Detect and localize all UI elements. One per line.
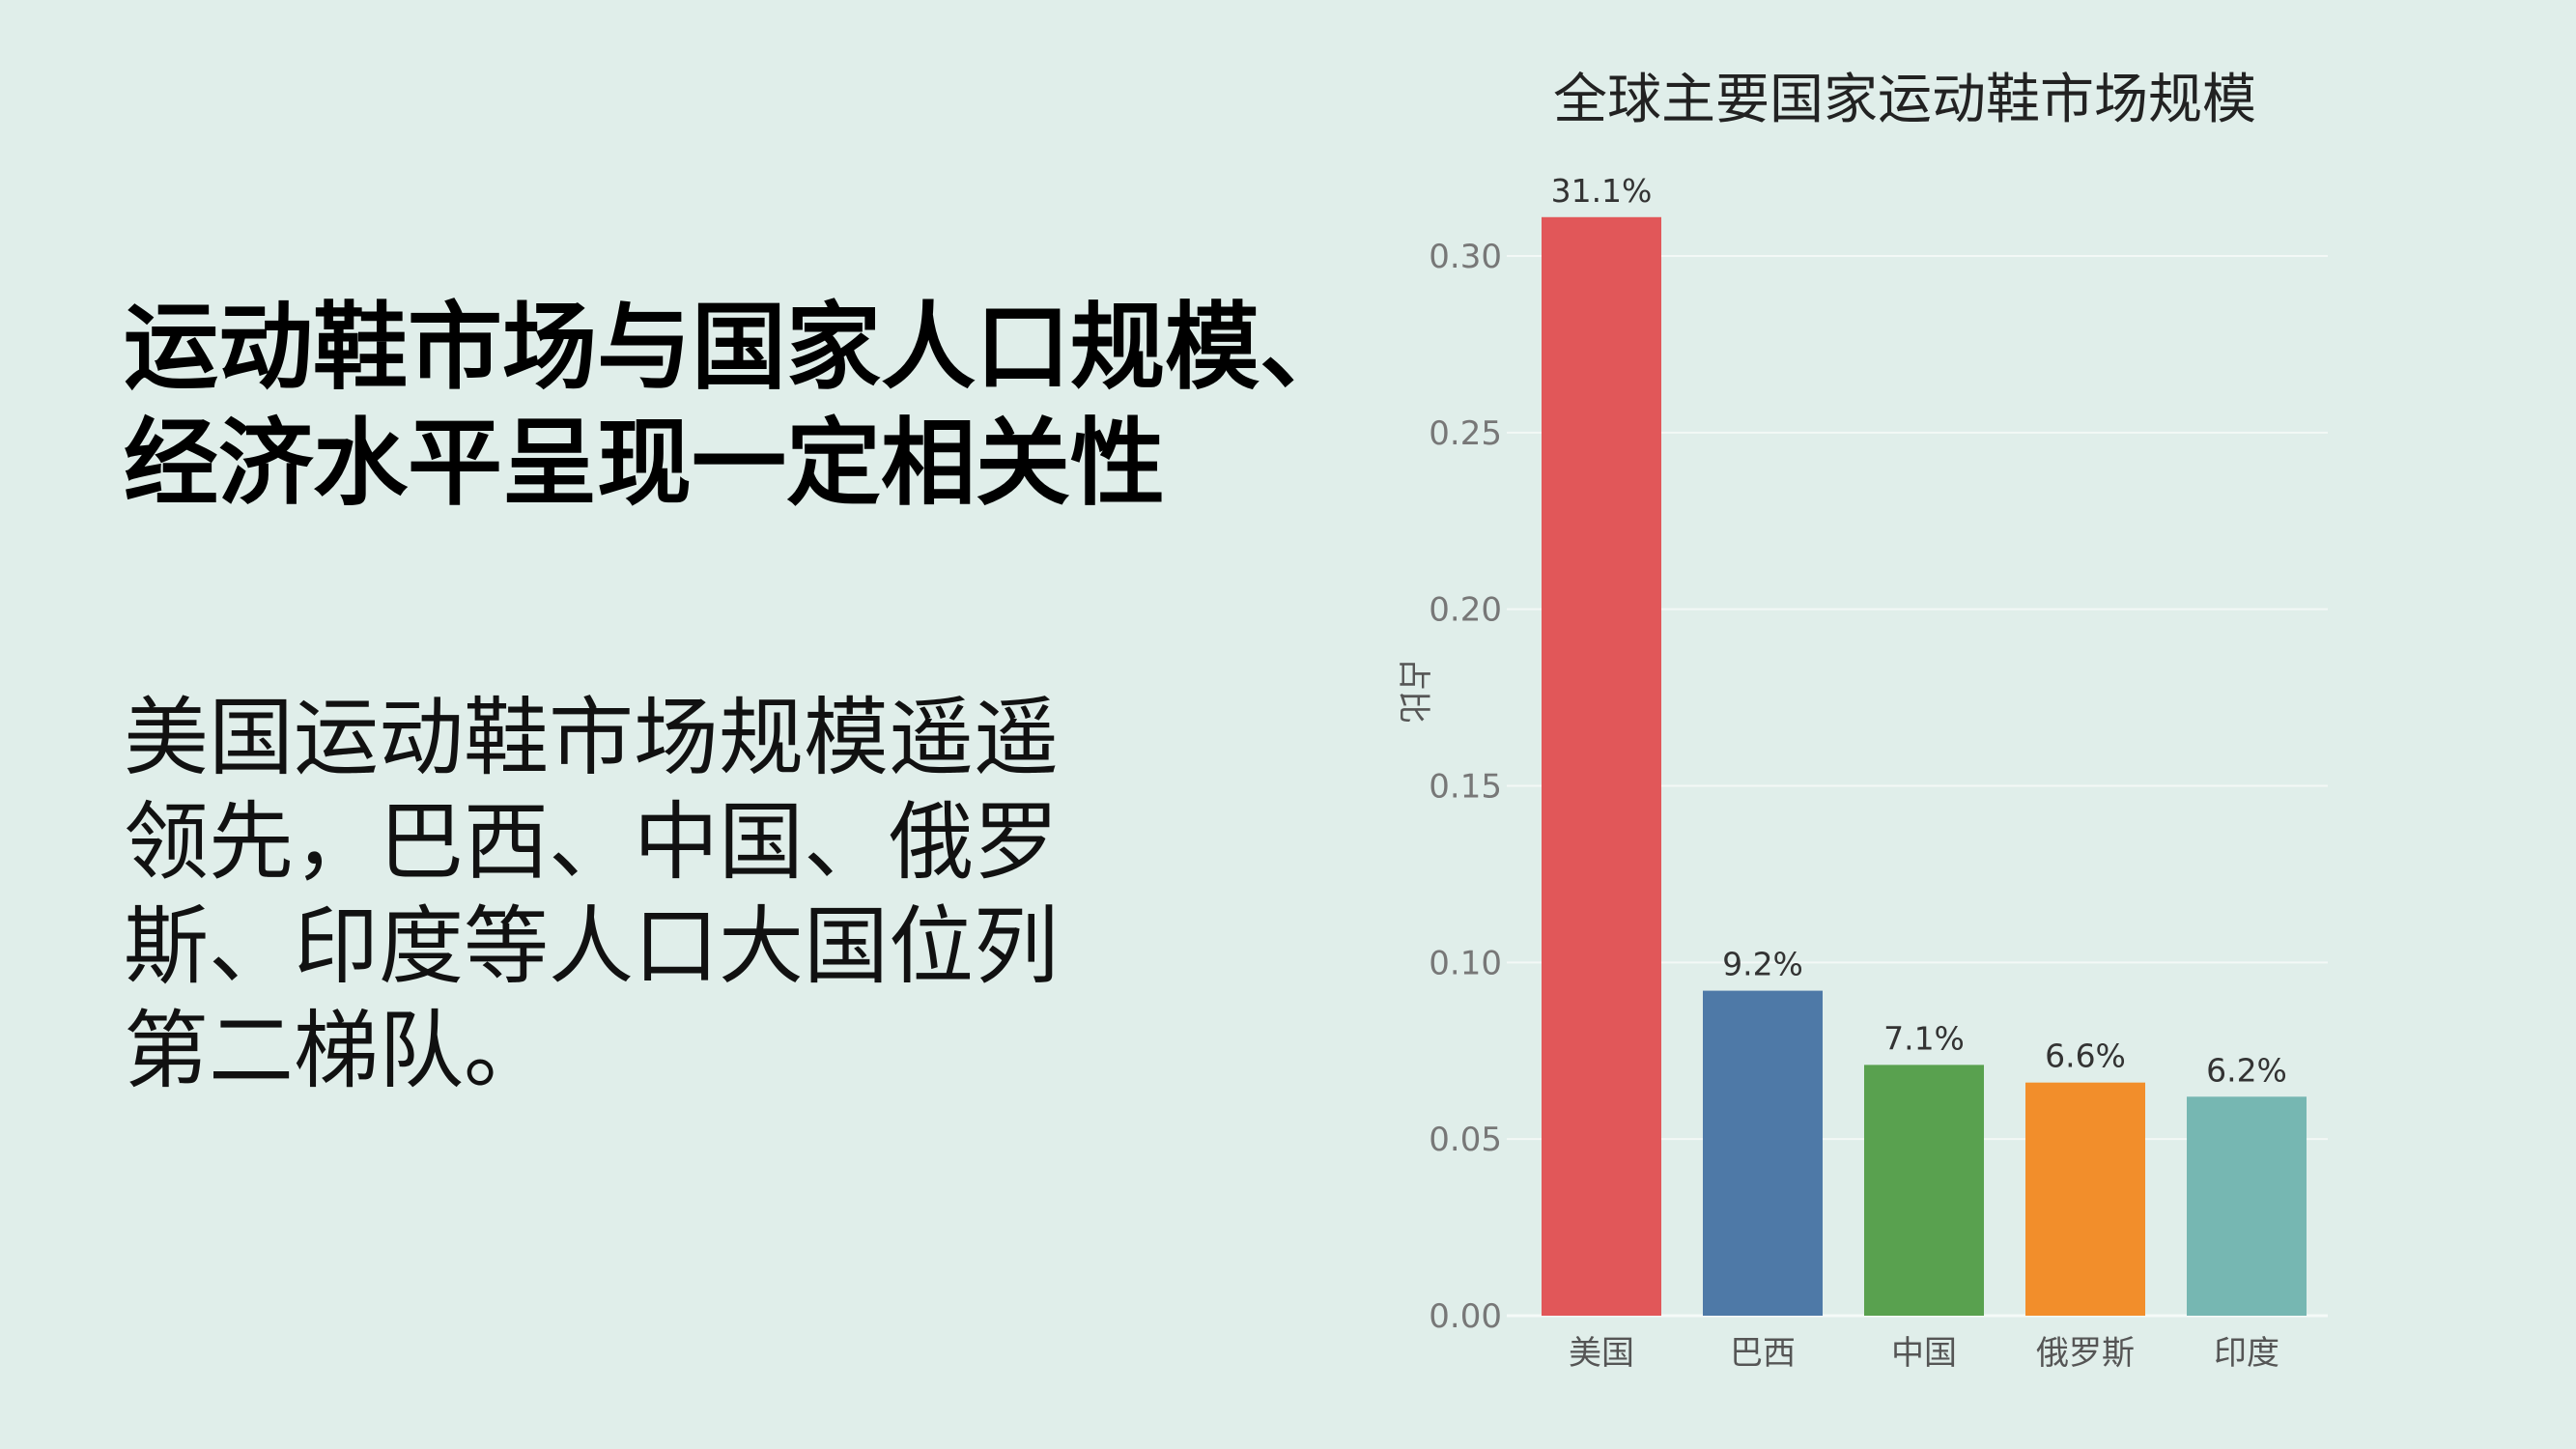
x-category-label: 巴西 (1730, 1334, 1796, 1373)
body-line-4: 第二梯队。 (124, 1001, 550, 1100)
slide-body-text: 美国运动鞋市场规模遥遥 领先，巴西、中国、俄罗 斯、印度等人口大国位列 第二梯队… (124, 686, 1090, 1103)
data-label: 7.1% (1883, 1019, 1965, 1057)
x-category-label: 俄罗斯 (2036, 1334, 2135, 1373)
bar-2 (1864, 1065, 1984, 1316)
bar-4 (2187, 1096, 2307, 1316)
bar-3 (2025, 1082, 2145, 1316)
y-axis-label: 占比 (1394, 658, 1432, 724)
heading-line-1: 运动鞋市场与国家人口规模、 (124, 293, 1355, 403)
y-tick-label: 0.25 (1429, 414, 1502, 453)
chart-title: 全球主要国家运动鞋市场规模 (1553, 69, 2256, 131)
body-line-3: 斯、印度等人口大国位列 (124, 896, 1060, 996)
y-tick-label: 0.10 (1429, 944, 1502, 982)
y-tick-label: 0.15 (1429, 768, 1502, 807)
data-label: 31.1% (1551, 172, 1653, 210)
data-label: 6.6% (2045, 1037, 2126, 1075)
body-line-1: 美国运动鞋市场规模遥遥 (124, 688, 1060, 787)
y-tick-label: 0.30 (1429, 238, 1502, 276)
y-tick-label: 0.20 (1429, 591, 1502, 630)
y-tick-label: 0.00 (1429, 1297, 1502, 1336)
bar-1 (1703, 990, 1823, 1316)
x-category-label: 美国 (1569, 1334, 1634, 1373)
y-tick-label: 0.05 (1429, 1121, 1502, 1159)
x-category-label: 中国 (1891, 1334, 1957, 1373)
data-label: 6.2% (2206, 1051, 2287, 1089)
x-category-label: 印度 (2214, 1334, 2279, 1373)
body-line-2: 领先，巴西、中国、俄罗 (124, 792, 1060, 892)
data-label: 9.2% (1722, 946, 1803, 983)
heading-line-2: 经济水平呈现一定相关性 (124, 409, 1166, 519)
bar-0 (1542, 216, 1661, 1317)
slide-heading: 运动鞋市场与国家人口规模、 经济水平呈现一定相关性 (124, 290, 1379, 522)
